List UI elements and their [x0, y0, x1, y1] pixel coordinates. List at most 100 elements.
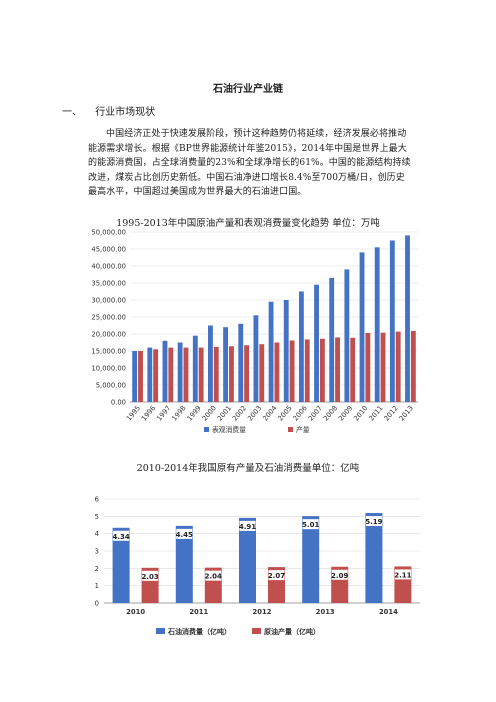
- x-tick-label: 2008: [322, 404, 339, 422]
- bar-consumption: [365, 513, 383, 603]
- y-tick-label: 40,000.00: [91, 263, 126, 271]
- bar-production: [183, 347, 189, 402]
- bar-production: [319, 338, 325, 402]
- chart2-caption: 2010-2014年我国原有产量及石油消费量单位：亿吨: [136, 463, 360, 474]
- bar-production: [168, 347, 174, 402]
- y-tick-label: 0: [95, 600, 99, 608]
- data-label-box: [205, 570, 222, 581]
- bar-consumption: [238, 323, 244, 402]
- bar-production: [259, 344, 265, 402]
- bar-production: [153, 349, 159, 402]
- data-label: 5.19: [365, 518, 382, 526]
- legend-swatch: [204, 427, 209, 432]
- bar-production: [138, 351, 143, 402]
- bar-consumption: [389, 240, 395, 402]
- bar-production: [213, 346, 219, 402]
- data-label-box: [394, 569, 411, 580]
- bar-consumption: [283, 300, 289, 402]
- data-label-box: [176, 528, 193, 539]
- x-tick-label: 2012: [383, 404, 400, 422]
- bar-consumption: [112, 527, 130, 603]
- x-tick-label: 1995: [125, 404, 142, 422]
- bar-consumption: [268, 301, 274, 402]
- bar-production: [274, 342, 280, 402]
- legend-label: 产量: [296, 425, 310, 434]
- bar-consumption: [208, 325, 213, 402]
- y-tick-label: 20,000.00: [91, 331, 126, 339]
- data-label-box: [239, 520, 256, 531]
- bar-production: [395, 331, 401, 402]
- x-tick-label: 2013: [316, 608, 335, 616]
- chart1-caption: 1995-2013年中国原油产量和表观消费量变化趋势 单位：万吨: [116, 218, 380, 229]
- x-tick-label: 1997: [155, 404, 172, 422]
- legend-label: 原油产量（亿吨）: [264, 627, 320, 636]
- section-title: 行业市场现状: [95, 107, 156, 118]
- x-tick-label: 2007: [307, 404, 324, 422]
- legend-label: 表观消费量: [212, 425, 246, 434]
- bar-consumption: [302, 516, 320, 603]
- data-label-box: [302, 519, 319, 530]
- section-heading: 一、 行业市场现状: [62, 103, 155, 118]
- x-tick-label: 2003: [246, 404, 263, 422]
- document-title: 石油行业产业链: [213, 84, 283, 95]
- data-label: 4.91: [239, 523, 256, 531]
- bar-consumption: [344, 269, 350, 402]
- bar-consumption: [175, 525, 193, 603]
- x-tick-label: 2012: [253, 608, 272, 616]
- x-tick-label: 2001: [216, 404, 233, 422]
- data-label: 4.34: [112, 533, 129, 541]
- x-tick-label: 1999: [185, 404, 202, 422]
- y-tick-label: 10,000.00: [91, 365, 126, 373]
- bar-production: [304, 339, 310, 402]
- legend-swatch: [156, 628, 165, 634]
- bar-consumption: [132, 351, 138, 402]
- y-tick-label: 50,000.00: [91, 229, 126, 237]
- x-tick-label: 2013: [398, 404, 415, 422]
- y-tick-label: 5: [95, 513, 99, 521]
- bar-consumption: [359, 252, 365, 402]
- bar-production: [229, 346, 234, 402]
- y-tick-label: 3: [95, 548, 99, 556]
- y-tick-label: 15,000.00: [91, 348, 126, 356]
- data-label: 2.11: [394, 571, 411, 579]
- y-tick-label: 0.00: [111, 399, 126, 407]
- bar-consumption: [329, 277, 335, 402]
- x-tick-label: 1996: [140, 404, 157, 422]
- x-tick-label: 2010: [352, 404, 369, 422]
- x-tick-label: 2009: [337, 404, 354, 422]
- x-tick-label: 2000: [201, 404, 218, 422]
- y-tick-label: 45,000.00: [91, 246, 126, 254]
- bar-production: [365, 332, 371, 402]
- y-tick-label: 4: [95, 530, 99, 538]
- bar-production: [289, 340, 295, 402]
- bar-production: [350, 337, 356, 402]
- x-tick-label: 2014: [379, 608, 398, 616]
- bar-consumption: [162, 340, 168, 402]
- legend-swatch: [252, 628, 261, 634]
- data-label-box: [331, 569, 348, 580]
- chart2: 0 1 2 3 4 5 6 4.34 2.03 2010 4.45 2.04 2011 4.91 2.07 2…: [95, 496, 420, 636]
- bar-production: [335, 337, 340, 402]
- x-tick-label: 1998: [170, 404, 187, 422]
- data-label: 2.07: [268, 572, 285, 580]
- data-label-box: [268, 570, 285, 581]
- data-label: 5.01: [302, 521, 319, 529]
- bar-consumption: [223, 327, 229, 402]
- y-tick-label: 35,000.00: [91, 280, 126, 288]
- data-label-box: [142, 570, 159, 581]
- data-label: 4.45: [176, 531, 193, 539]
- bar-consumption: [147, 347, 153, 402]
- bar-production: [198, 347, 204, 402]
- chart1: 0.00 5,000.00 10,000.00 15,000.00 20,000.00 2…: [91, 229, 418, 434]
- x-tick-label: 2011: [367, 404, 384, 422]
- y-tick-label: 25,000.00: [91, 314, 126, 322]
- data-label: 2.03: [141, 573, 158, 581]
- x-tick-label: 2010: [126, 608, 145, 616]
- section-number: 一、: [62, 107, 82, 118]
- data-label: 2.04: [205, 573, 222, 581]
- legend-swatch: [288, 427, 293, 432]
- bar-production: [244, 345, 250, 402]
- x-tick-label: 2011: [189, 608, 208, 616]
- x-tick-label: 2002: [231, 404, 248, 422]
- data-label-box: [113, 530, 130, 541]
